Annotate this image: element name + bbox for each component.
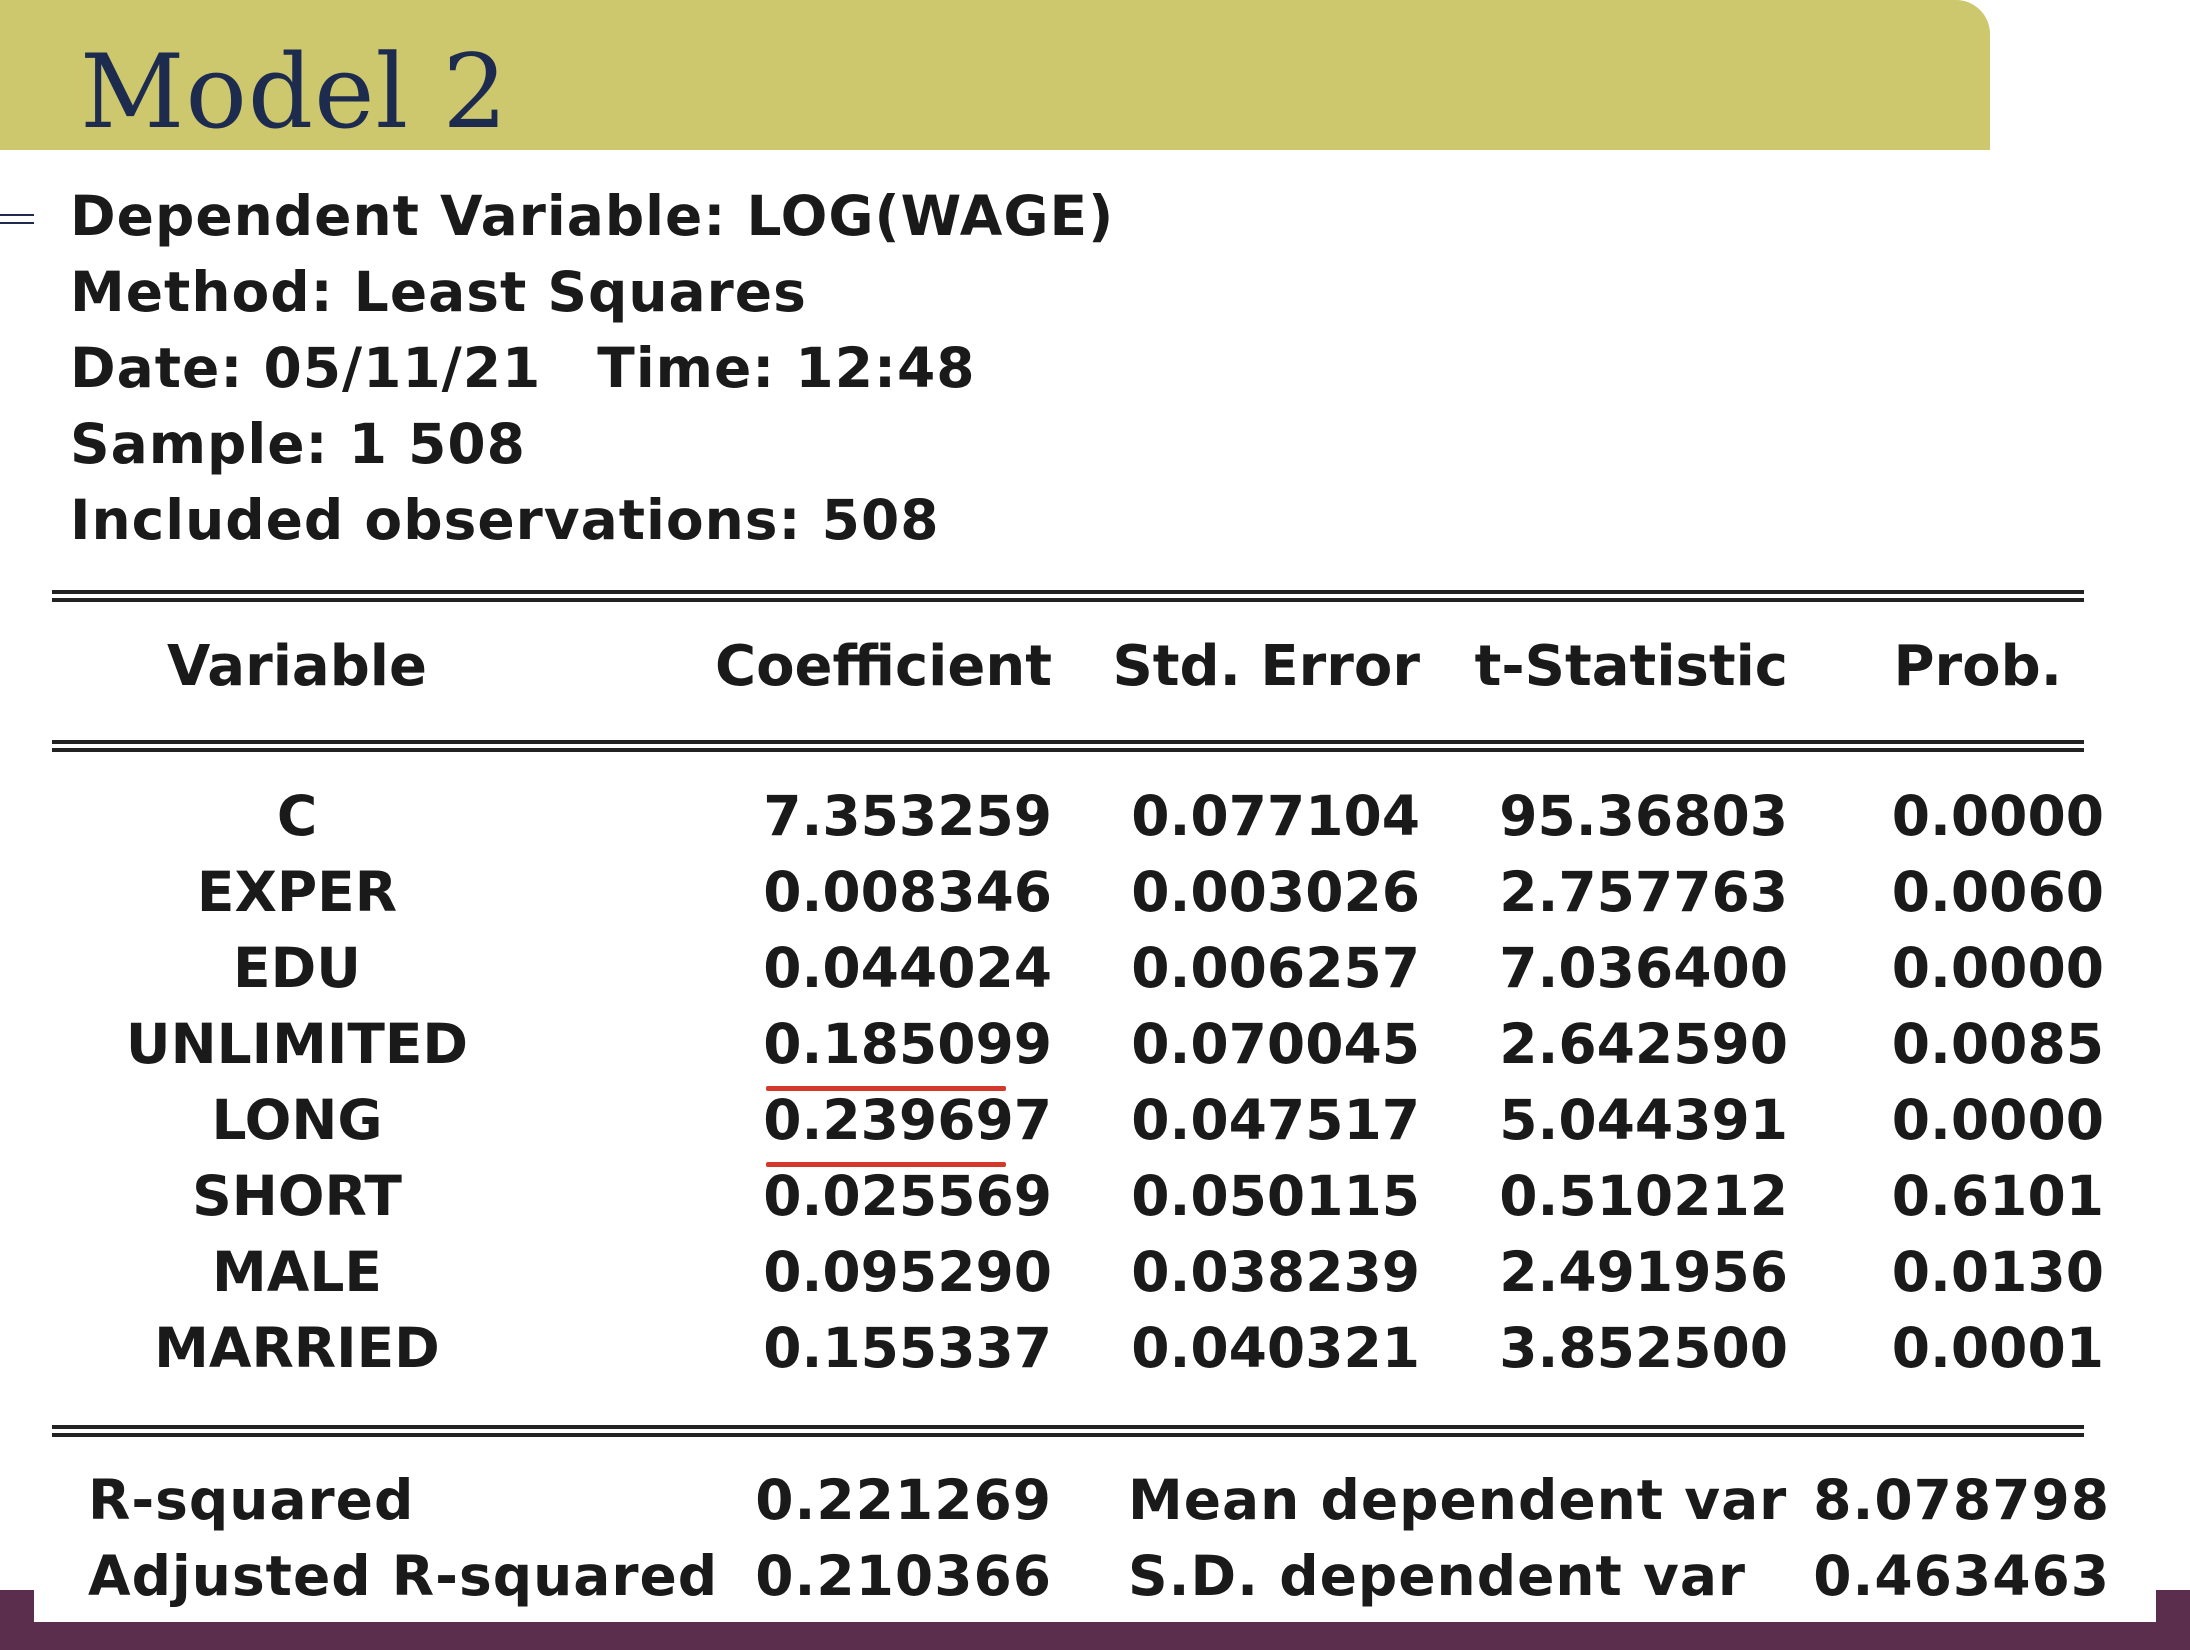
t-statistic-cell: 5.044391 (1499, 1088, 1788, 1152)
table-row: UNLIMITED 0.185099 0.070045 2.642590 0.0085 (52, 1006, 2104, 1082)
t-statistic-cell: 2.757763 (1499, 860, 1788, 924)
coefficient-cell: 0.185099 (763, 1012, 1052, 1076)
stats-row: R-squared 0.221269 Mean dependent var 8.078… (52, 1462, 2109, 1538)
date-time-line: Date: 05/11/21 Time: 12:48 (70, 330, 1114, 406)
std-error-cell: 0.003026 (1131, 860, 1420, 924)
table-row: C 7.353259 0.077104 95.36803 0.0000 (52, 778, 2104, 854)
t-statistic-cell: 95.36803 (1499, 784, 1788, 848)
t-statistic-cell: 7.036400 (1499, 936, 1788, 1000)
date-text: Date: 05/11/21 (70, 336, 542, 400)
table-row: MARRIED 0.155337 0.040321 3.852500 0.0001 (52, 1310, 2104, 1386)
header-prob: Prob. (1893, 634, 2063, 699)
stat-value: 0.463463 (1813, 1544, 2110, 1608)
coefficient-cell: 0.095290 (763, 1240, 1052, 1304)
table-row: EXPER 0.008346 0.003026 2.757763 0.0060 (52, 854, 2104, 930)
stats-row: Adjusted R-squared 0.210366 S.D. dependent… (52, 1538, 2109, 1614)
table-header-row: Variable Coefficient Std. Error t-Statis… (52, 627, 2084, 707)
dependent-variable-line: Dependent Variable: LOG(WAGE) (70, 184, 1115, 248)
coefficient-cell: 0.044024 (763, 936, 1052, 1000)
table-row: LONG 0.239697 0.047517 5.044391 0.0000 (52, 1082, 2104, 1158)
variable-cell: MALE (212, 1240, 382, 1304)
slide-title: Model 2 (80, 33, 509, 152)
table-bottom-rule (52, 1425, 2084, 1437)
table-row: MALE 0.095290 0.038239 2.491956 0.0130 (52, 1234, 2104, 1310)
stat-label: Mean dependent var (1128, 1468, 1788, 1532)
variable-cell: EXPER (196, 860, 398, 924)
sample-line: Sample: 1 508 (70, 412, 526, 476)
variable-cell: SHORT (192, 1164, 402, 1228)
red-underline-highlight (766, 1162, 1006, 1167)
red-underline-highlight (766, 1086, 1006, 1091)
coefficient-cell: 7.353259 (763, 784, 1052, 848)
stat-label: S.D. dependent var (1128, 1544, 1747, 1608)
method-line: Method: Least Squares (70, 260, 807, 324)
prob-cell: 0.6101 (1891, 1164, 2104, 1228)
header-std-error: Std. Error (1112, 634, 1420, 699)
std-error-cell: 0.070045 (1131, 1012, 1420, 1076)
table-row: EDU 0.044024 0.006257 7.036400 0.0000 (52, 930, 2104, 1006)
accent-lines (0, 214, 60, 238)
table-row: SHORT 0.025569 0.050115 0.510212 0.6101 (52, 1158, 2104, 1234)
stat-label: Adjusted R-squared (88, 1544, 719, 1608)
coefficient-cell: 0.155337 (763, 1316, 1052, 1380)
coefficient-cell: 0.239697 (763, 1088, 1052, 1152)
std-error-cell: 0.006257 (1131, 936, 1420, 1000)
coefficient-cell: 0.025569 (763, 1164, 1052, 1228)
variable-cell: UNLIMITED (125, 1012, 469, 1076)
std-error-cell: 0.050115 (1131, 1164, 1420, 1228)
prob-cell: 0.0000 (1891, 936, 2104, 1000)
std-error-cell: 0.077104 (1131, 784, 1420, 848)
prob-cell: 0.0130 (1891, 1240, 2104, 1304)
regression-output-panel: Dependent Variable: LOG(WAGE) Method: Le… (34, 150, 2156, 1622)
t-statistic-cell: 0.510212 (1499, 1164, 1788, 1228)
stat-label: R-squared (88, 1468, 415, 1532)
variable-cell: LONG (211, 1088, 383, 1152)
time-text: Time: 12:48 (597, 336, 976, 400)
observations-line: Included observations: 508 (70, 488, 940, 552)
table-header-rule (52, 740, 2084, 752)
prob-cell: 0.0060 (1891, 860, 2104, 924)
variable-cell: EDU (233, 936, 361, 1000)
stat-value: 0.221269 (755, 1468, 1052, 1532)
std-error-cell: 0.047517 (1131, 1088, 1420, 1152)
title-banner (0, 0, 1990, 150)
variable-cell: C (276, 784, 318, 848)
header-coefficient: Coefficient (714, 634, 1052, 699)
std-error-cell: 0.038239 (1131, 1240, 1420, 1304)
output-header: Dependent Variable: LOG(WAGE) Method: Le… (70, 178, 1114, 558)
header-variable: Variable (167, 634, 427, 699)
std-error-cell: 0.040321 (1131, 1316, 1420, 1380)
t-statistic-cell: 2.491956 (1499, 1240, 1788, 1304)
prob-cell: 0.0001 (1891, 1316, 2104, 1380)
table-top-rule (52, 590, 2084, 602)
t-statistic-cell: 2.642590 (1499, 1012, 1788, 1076)
header-t-statistic: t-Statistic (1474, 634, 1788, 699)
stat-value: 0.210366 (755, 1544, 1052, 1608)
t-statistic-cell: 3.852500 (1499, 1316, 1788, 1380)
prob-cell: 0.0000 (1891, 784, 2104, 848)
prob-cell: 0.0085 (1891, 1012, 2104, 1076)
coefficient-cell: 0.008346 (763, 860, 1052, 924)
prob-cell: 0.0000 (1891, 1088, 2104, 1152)
stat-value: 8.078798 (1813, 1468, 2110, 1532)
variable-cell: MARRIED (154, 1316, 440, 1380)
